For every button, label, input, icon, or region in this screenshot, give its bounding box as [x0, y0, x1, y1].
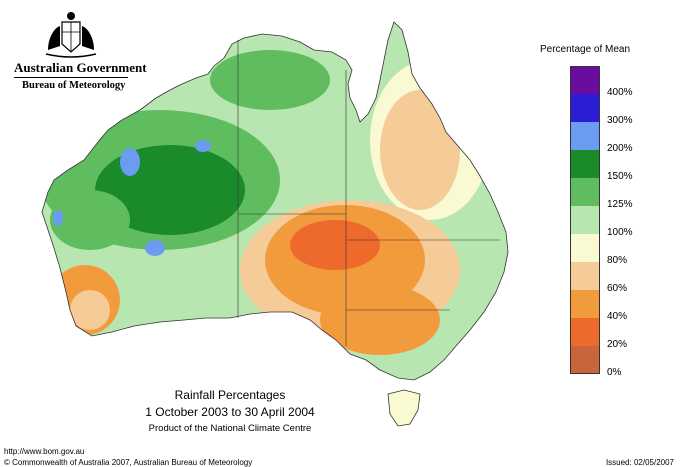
legend-swatch	[570, 290, 600, 318]
legend-label: 200%	[607, 143, 633, 154]
legend-swatch	[570, 234, 600, 262]
legend-swatch	[570, 94, 600, 122]
legend-label: 400%	[607, 87, 633, 98]
map-title: Rainfall Percentages	[174, 388, 286, 402]
legend-label: 80%	[607, 255, 628, 266]
tasmania	[387, 389, 421, 427]
legend-swatch	[570, 318, 600, 346]
issued-date: Issued: 02/05/2007	[605, 458, 674, 467]
legend-title: Percentage of Mean	[540, 44, 631, 55]
legend-swatch	[570, 122, 600, 150]
bureau-title: Bureau of Meteorology	[22, 80, 126, 91]
legend-label: 125%	[607, 199, 633, 210]
legend-swatch	[570, 206, 600, 234]
state-borders	[237, 40, 500, 346]
copyright-notice: © Commonwealth of Australia 2007, Austra…	[4, 458, 253, 467]
legend-label: 40%	[607, 311, 628, 322]
legend-label: 60%	[607, 283, 628, 294]
header-divider	[14, 77, 128, 78]
legend-swatch	[570, 66, 600, 94]
legend-label: 300%	[607, 115, 633, 126]
legend-label: 0%	[607, 367, 622, 378]
website-url: http://www.bom.gov.au	[4, 447, 85, 456]
legend-swatch	[570, 346, 600, 374]
map-product-note: Product of the National Climate Centre	[148, 423, 312, 434]
legend-label: 100%	[607, 227, 633, 238]
government-title: Australian Government	[14, 60, 147, 75]
legend-swatch	[570, 178, 600, 206]
map-period: 1 October 2003 to 30 April 2004	[145, 405, 315, 419]
legend-label: 150%	[607, 171, 633, 182]
legend-label: 20%	[607, 339, 628, 350]
legend-swatch	[570, 150, 600, 178]
coat-of-arms-icon	[45, 12, 97, 58]
legend-swatch	[570, 262, 600, 290]
